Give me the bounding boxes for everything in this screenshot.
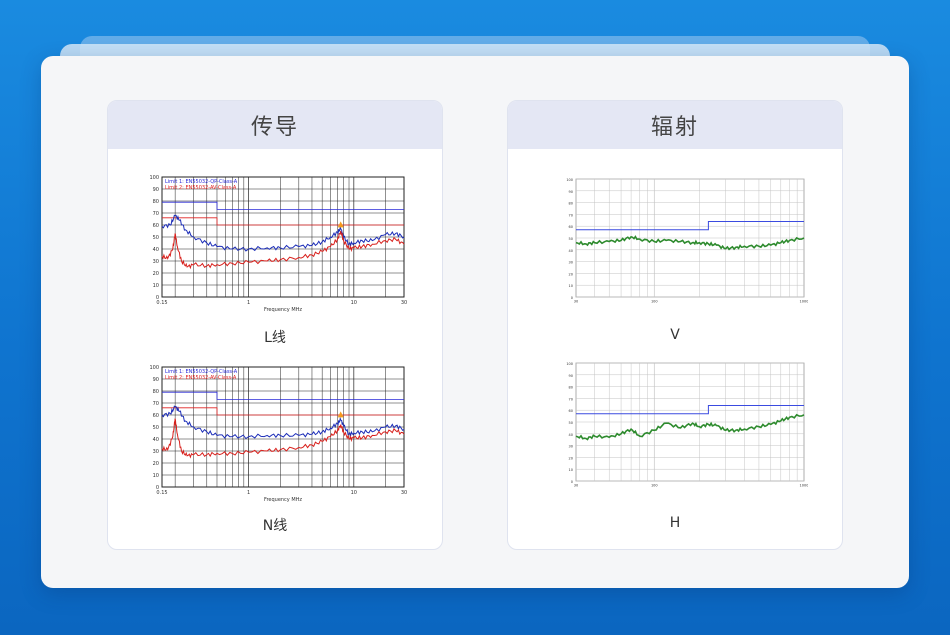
- y-tick-label: 30: [569, 445, 573, 449]
- y-tick-label: 10: [569, 468, 573, 472]
- y-tick-label: 20: [153, 271, 159, 277]
- legend-entry: Limit 1: EN55032-QP-Class-A: [165, 179, 238, 185]
- peak-marker: [337, 221, 344, 228]
- conducted-panel-title: 传导: [108, 101, 442, 149]
- y-tick-label: 100: [149, 175, 159, 181]
- y-tick-label: 10: [153, 473, 159, 479]
- y-tick-label: 30: [569, 261, 573, 265]
- x-tick-label: 10: [351, 490, 357, 496]
- y-tick-label: 40: [569, 433, 573, 437]
- y-tick-label: 20: [153, 461, 159, 467]
- series-limit_av: [162, 407, 404, 416]
- y-tick-label: 70: [569, 213, 573, 217]
- chart-L-line: 0 10 20 30 40 50 60 70 80 90 100 0.15 1 10 30 Frequency…: [149, 175, 407, 313]
- y-tick-label: 50: [153, 235, 159, 241]
- y-tick-label: 0: [571, 480, 573, 484]
- y-tick-label: 80: [153, 389, 159, 395]
- y-tick-label: 100: [566, 362, 573, 366]
- series-radiated_limit: [576, 221, 804, 231]
- series-limit_qp: [162, 201, 404, 210]
- chart-N-line: 0 10 20 30 40 50 60 70 80 90 100 0.15 1 10 30 Frequency…: [149, 365, 407, 503]
- y-tick-label: 80: [153, 199, 159, 205]
- peak-marker: [337, 411, 344, 418]
- x-tick-label: 30: [401, 490, 407, 496]
- legend-entry: Limit 2: EN55032-AV-Class-A: [165, 185, 237, 191]
- y-tick-label: 90: [569, 190, 573, 194]
- x-tick-label: 1: [247, 490, 250, 496]
- y-tick-label: 20: [569, 272, 573, 276]
- y-tick-label: 50: [569, 237, 573, 241]
- y-tick-label: 0: [156, 485, 159, 491]
- series-trace_av: [161, 230, 405, 270]
- y-tick-label: 50: [153, 425, 159, 431]
- series-radiated_limit: [576, 405, 804, 415]
- y-tick-label: 70: [153, 211, 159, 217]
- x-tick-label: 0.15: [156, 490, 167, 496]
- series-trace_qp: [161, 214, 405, 252]
- y-tick-label: 60: [153, 413, 159, 419]
- series-trace_av: [161, 418, 405, 459]
- x-tick-label: 100: [651, 484, 658, 488]
- y-tick-label: 70: [153, 401, 159, 407]
- x-tick-label: 100: [651, 300, 658, 304]
- x-axis-label: Frequency MHz: [264, 497, 302, 503]
- chart-vertical: 0 10 20 30 40 50 60 70 80 90 100 30 100 1000: [566, 178, 808, 304]
- caption-L-line: L线: [264, 330, 286, 346]
- series-radiated_trace: [575, 235, 805, 251]
- chart-horizontal: 0 10 20 30 40 50 60 70 80 90 100 30 100 1000: [566, 362, 808, 488]
- series-limit_qp: [162, 391, 404, 400]
- x-tick-label: 30: [574, 484, 578, 488]
- x-tick-label: 1000: [800, 484, 808, 488]
- y-tick-label: 50: [569, 421, 573, 425]
- y-tick-label: 60: [569, 409, 573, 413]
- x-tick-label: 1000: [800, 300, 808, 304]
- y-tick-label: 30: [153, 259, 159, 265]
- y-tick-label: 100: [149, 365, 159, 371]
- legend-entry: Limit 1: EN55032-QP-Class-A: [165, 369, 238, 375]
- y-tick-label: 0: [156, 295, 159, 301]
- series-limit_av: [162, 217, 404, 226]
- y-tick-label: 20: [569, 456, 573, 460]
- y-tick-label: 40: [569, 249, 573, 253]
- caption-vertical: V: [670, 327, 680, 343]
- conducted-panel: 传导 0 10 20 30 40 50 60 70 80 90 100 0.15 1 10 30 Freque…: [107, 100, 443, 550]
- x-tick-label: 1: [247, 300, 250, 306]
- caption-horizontal: H: [669, 515, 681, 531]
- y-tick-label: 40: [153, 437, 159, 443]
- y-tick-label: 100: [566, 178, 573, 182]
- y-tick-label: 80: [569, 202, 573, 206]
- y-tick-label: 10: [153, 283, 159, 289]
- series-trace_qp: [161, 405, 405, 440]
- main-card: 传导 0 10 20 30 40 50 60 70 80 90 100 0.15 1 10 30 Freque…: [41, 56, 909, 588]
- y-tick-label: 90: [569, 374, 573, 378]
- y-tick-label: 30: [153, 449, 159, 455]
- radiated-panel-title: 辐射: [508, 101, 842, 149]
- x-tick-label: 30: [574, 300, 578, 304]
- y-tick-label: 60: [153, 223, 159, 229]
- y-tick-label: 90: [153, 377, 159, 383]
- x-tick-label: 30: [401, 300, 407, 306]
- legend-entry: Limit 2: EN55032-AV-Class-A: [165, 375, 237, 381]
- radiated-panel: 辐射 0 10 20 30 40 50 60 70 80 90 100 30 100 1000 V 0 10…: [507, 100, 843, 550]
- x-tick-label: 10: [351, 300, 357, 306]
- y-tick-label: 40: [153, 247, 159, 253]
- y-tick-label: 60: [569, 225, 573, 229]
- y-tick-label: 70: [569, 397, 573, 401]
- x-tick-label: 0.15: [156, 300, 167, 306]
- caption-N-line: N线: [262, 518, 288, 534]
- series-radiated_trace: [575, 413, 805, 441]
- y-tick-label: 0: [571, 296, 573, 300]
- y-tick-label: 80: [569, 386, 573, 390]
- x-axis-label: Frequency MHz: [264, 307, 302, 313]
- y-tick-label: 90: [153, 187, 159, 193]
- y-tick-label: 10: [569, 284, 573, 288]
